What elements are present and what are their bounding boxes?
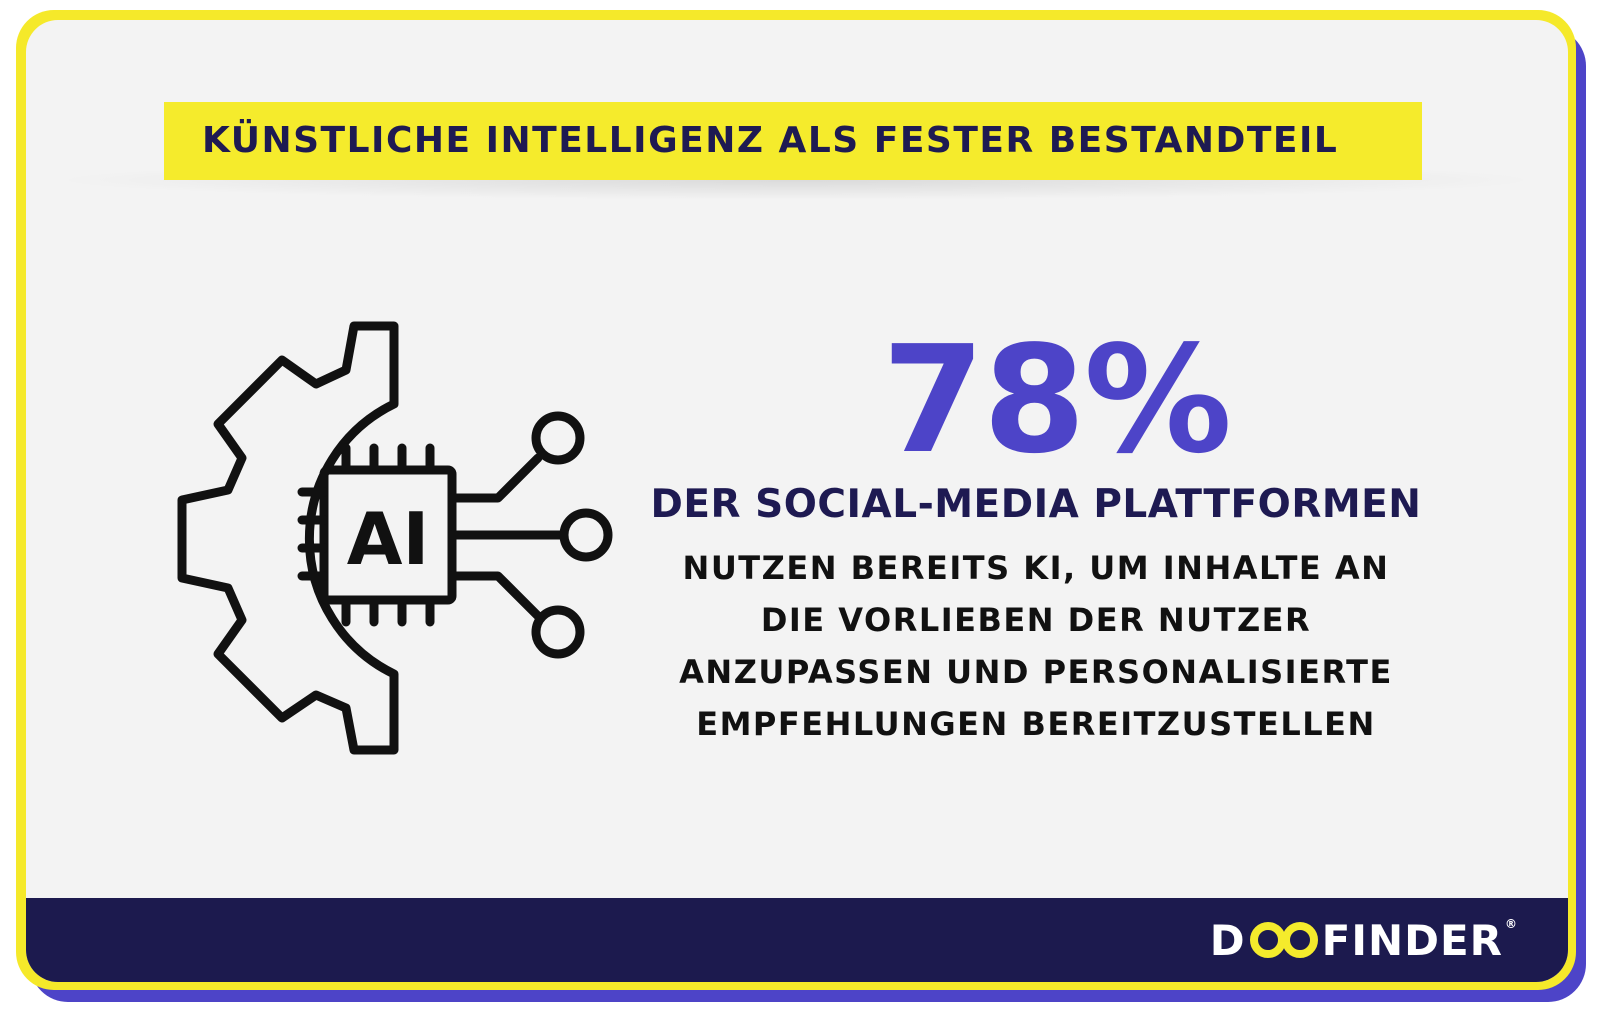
stat-line-4: EMPFEHLUNGEN BEREITZUSTELLEN <box>696 705 1376 743</box>
stat-description: NUTZEN BEREITS KI, UM INHALTE AN DIE VOR… <box>606 542 1466 750</box>
stat-block: 78% DER SOCIAL-MEDIA PLATTFORMEN NUTZEN … <box>606 320 1466 750</box>
infographic-card: KÜNSTLICHE INTELLIGENZ ALS FESTER BESTAN… <box>26 20 1568 982</box>
footer-bar: D FINDER ® <box>26 898 1568 982</box>
double-o-icon <box>1249 922 1318 958</box>
doofinder-logo: D FINDER ® <box>1210 912 1518 968</box>
stat-subhead: DER SOCIAL-MEDIA PLATTFORMEN <box>650 482 1422 527</box>
title-banner: KÜNSTLICHE INTELLIGENZ ALS FESTER BESTAN… <box>164 102 1422 180</box>
brand-rest: FINDER <box>1321 915 1503 965</box>
ai-gear-chip-icon: AI <box>177 321 613 755</box>
stat-line-3: ANZUPASSEN UND PERSONALISIERTE <box>679 653 1393 691</box>
stat-line-1: NUTZEN BEREITS KI, UM INHALTE AN <box>682 549 1390 587</box>
page-title: KÜNSTLICHE INTELLIGENZ ALS FESTER BESTAN… <box>202 120 1339 161</box>
brand-d: D <box>1209 915 1246 965</box>
stat-value: 78% <box>881 314 1232 486</box>
brand-oo-mark <box>1248 920 1320 960</box>
chip-label: AI <box>347 497 430 581</box>
stat-line-2: DIE VORLIEBEN DER NUTZER <box>760 601 1312 639</box>
registered-mark: ® <box>1505 917 1518 931</box>
